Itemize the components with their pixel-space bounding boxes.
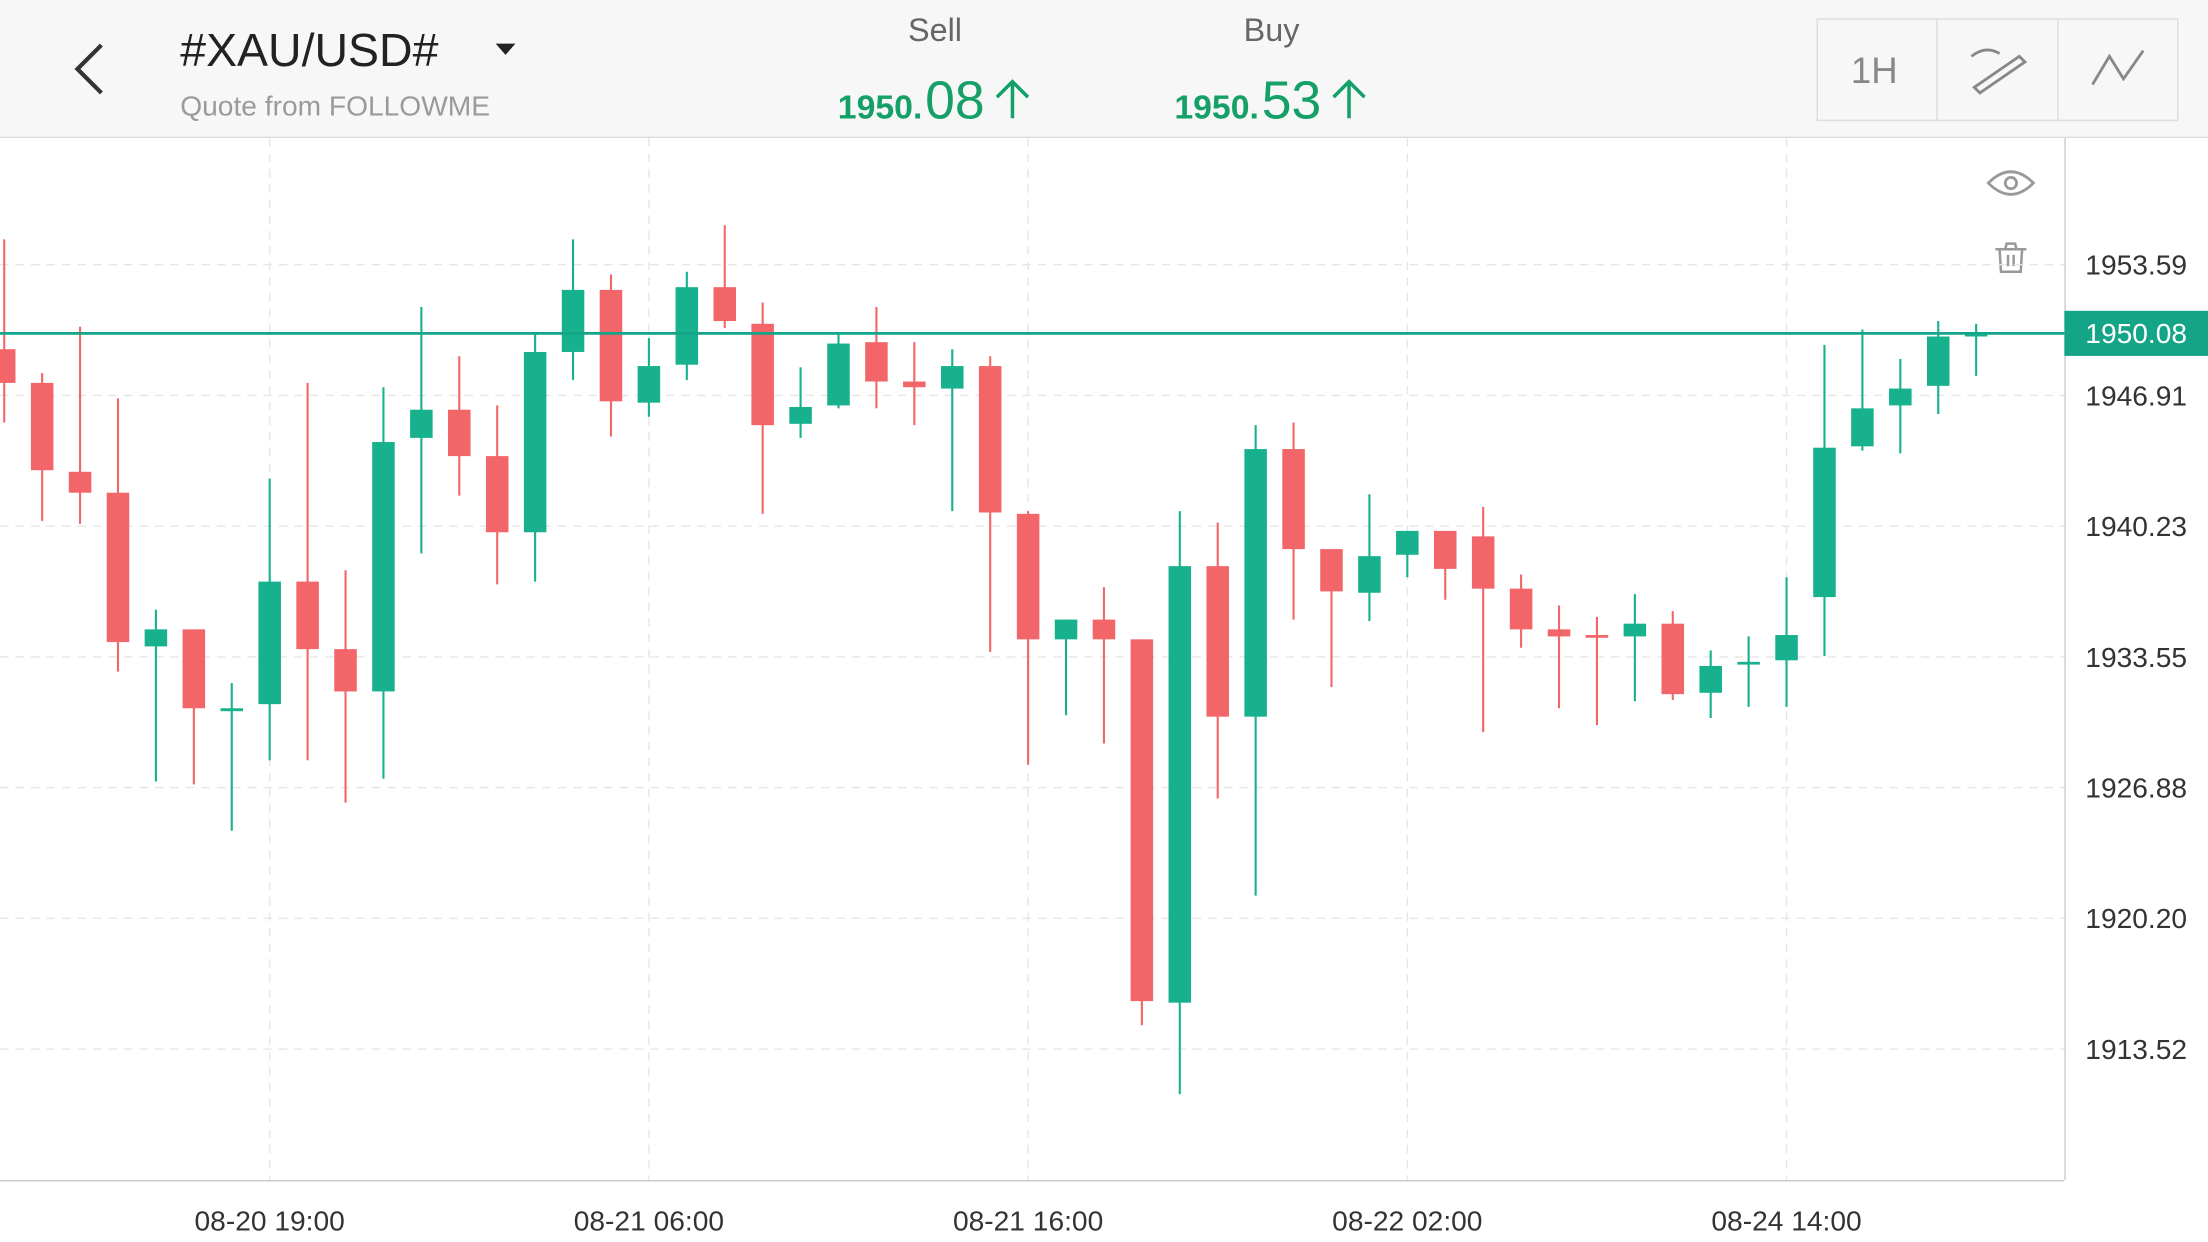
candle-body bbox=[1585, 635, 1609, 638]
candle-body bbox=[941, 366, 964, 389]
candle-body bbox=[1889, 388, 1912, 406]
candle-body bbox=[144, 629, 168, 647]
candle-body bbox=[1206, 566, 1229, 717]
sell-up-arrow bbox=[995, 79, 1030, 119]
subtitle: Quote from FOLLOWME bbox=[180, 90, 490, 121]
plot: 1913.52 1920.20 1926.88 1933.55 1940.23 1946.… bbox=[0, 138, 2208, 1237]
candle-body bbox=[1737, 661, 1760, 665]
candle-body bbox=[827, 343, 850, 406]
candle-body bbox=[1358, 556, 1381, 593]
candle-body bbox=[258, 581, 281, 705]
candle-body bbox=[1054, 619, 1078, 640]
buy-decimals: 53 bbox=[1262, 71, 1322, 130]
candle-body bbox=[1509, 588, 1533, 630]
x-tick-label: 08-21 06:00 bbox=[574, 1206, 724, 1237]
candle-body bbox=[106, 492, 130, 643]
candle-body bbox=[1433, 530, 1457, 569]
candle-body bbox=[561, 289, 585, 352]
sell-label: Sell bbox=[908, 12, 962, 48]
candle-body bbox=[296, 581, 319, 650]
y-tick-label: 1940.23 bbox=[2085, 511, 2187, 542]
candle-body bbox=[1244, 449, 1267, 717]
candle-body bbox=[0, 349, 16, 383]
sell-integer: 1950. bbox=[838, 88, 923, 126]
candle-body bbox=[1396, 530, 1419, 555]
candle-body bbox=[30, 382, 54, 471]
candle-body bbox=[1964, 333, 1988, 337]
timeframe-button[interactable]: 1H bbox=[1851, 50, 1898, 91]
symbol-dropdown[interactable] bbox=[495, 43, 516, 55]
candle-body bbox=[1471, 536, 1495, 589]
candle-body bbox=[1130, 639, 1154, 1002]
candle-body bbox=[1699, 665, 1722, 693]
candle-body bbox=[675, 287, 699, 365]
candle-body bbox=[68, 471, 92, 493]
candle-body bbox=[1851, 408, 1874, 447]
sell-decimals: 08 bbox=[925, 71, 985, 130]
candle-body bbox=[978, 366, 1002, 513]
buy-label: Buy bbox=[1244, 12, 1301, 48]
y-tick-label: 1953.59 bbox=[2085, 250, 2187, 281]
candle-body bbox=[1926, 336, 1950, 386]
y-tick-label: 1920.20 bbox=[2085, 903, 2187, 934]
candle-body bbox=[1092, 619, 1116, 640]
current-price-badge bbox=[2064, 310, 2208, 356]
candle-body bbox=[1282, 449, 1305, 550]
candle-body bbox=[523, 351, 547, 533]
candle-body bbox=[1813, 447, 1836, 598]
candle-body bbox=[334, 649, 357, 692]
candle-body bbox=[789, 406, 812, 424]
y-tick-label: 1946.91 bbox=[2085, 380, 2187, 411]
back-button[interactable] bbox=[74, 43, 103, 95]
candle-body bbox=[599, 289, 623, 402]
indicator-button[interactable] bbox=[2091, 49, 2145, 86]
y-tick-label: 1933.55 bbox=[2085, 642, 2187, 673]
symbol-title[interactable]: #XAU/USD# bbox=[180, 24, 438, 76]
draw-tool-button[interactable] bbox=[1970, 48, 2028, 95]
candle-body bbox=[372, 442, 395, 692]
candle-body bbox=[485, 456, 509, 533]
buy-up-arrow bbox=[1332, 79, 1366, 119]
candle-body bbox=[220, 708, 244, 712]
candle-body bbox=[751, 323, 774, 426]
x-tick-label: 08-20 19:00 bbox=[195, 1206, 345, 1237]
candle-body bbox=[1547, 629, 1571, 637]
candle-body bbox=[1775, 635, 1798, 661]
candle-body bbox=[1168, 566, 1192, 1003]
candle-body bbox=[448, 409, 471, 457]
buy-integer: 1950. bbox=[1174, 88, 1259, 126]
candle-body bbox=[1661, 623, 1685, 695]
delete-button[interactable] bbox=[1995, 242, 2027, 274]
y-tick-label: 1913.52 bbox=[2085, 1034, 2187, 1065]
x-tick-label: 08-24 14:00 bbox=[1711, 1206, 1861, 1237]
current-price-label: 1950.08 bbox=[2085, 318, 2187, 349]
candle-body bbox=[903, 381, 926, 388]
candle-body bbox=[182, 629, 206, 709]
x-tick-label: 08-21 16:00 bbox=[953, 1206, 1103, 1237]
candle-body bbox=[1623, 623, 1647, 637]
candle-body bbox=[1016, 513, 1040, 640]
candle-body bbox=[637, 366, 661, 403]
candle-body bbox=[865, 342, 888, 382]
visibility-toggle[interactable] bbox=[1986, 170, 2036, 196]
candle-body bbox=[713, 287, 737, 322]
candle-body bbox=[410, 409, 433, 438]
candle-body bbox=[1320, 549, 1343, 592]
x-tick-label: 08-22 02:00 bbox=[1332, 1206, 1482, 1237]
y-tick-label: 1926.88 bbox=[2085, 772, 2187, 803]
